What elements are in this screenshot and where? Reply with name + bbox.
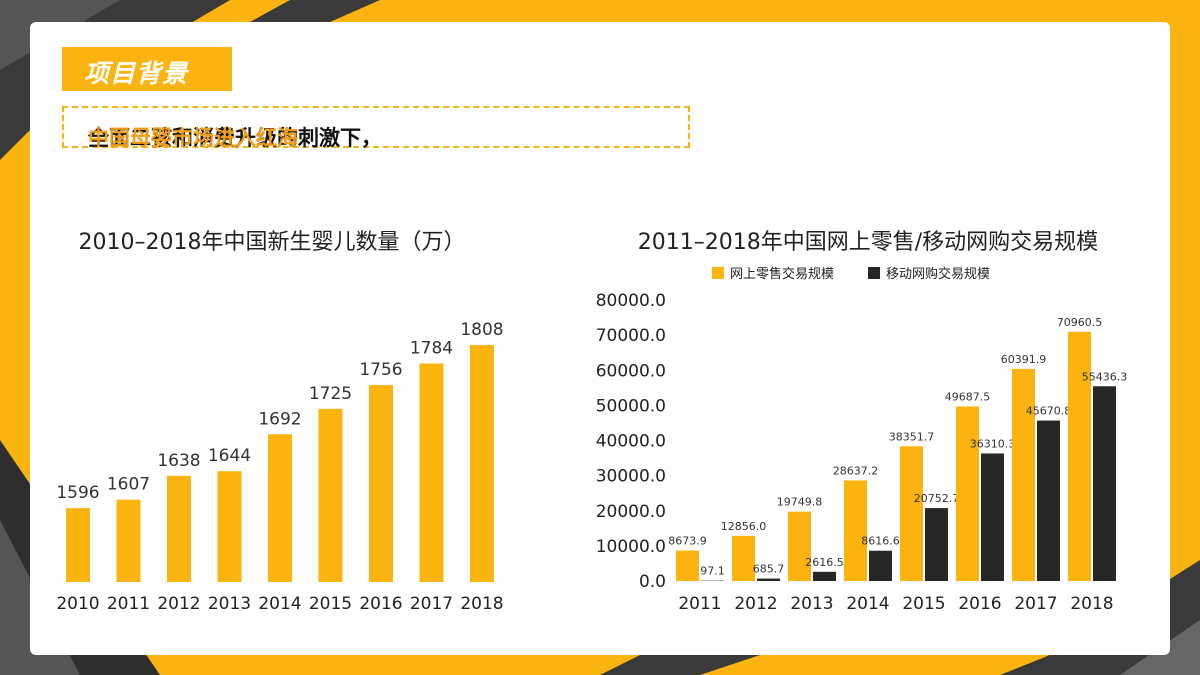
ecom-ytick-5: 50000.0	[596, 396, 666, 416]
ecom-bar-0-2013	[788, 511, 811, 581]
ecom-xtick-2014: 2014	[846, 594, 889, 614]
ecom-xtick-2015: 2015	[902, 594, 945, 614]
births-xtick-2017: 2017	[410, 594, 453, 614]
ecom-ytick-0: 0.0	[639, 572, 666, 592]
ecom-ytick-3: 30000.0	[596, 467, 666, 487]
ecom-ytick-2: 20000.0	[596, 502, 666, 522]
legend-label-1: 移动网购交易规模	[886, 266, 990, 282]
ecom-bar-1-2017	[1037, 420, 1060, 581]
ecom-bar-1-2016	[981, 453, 1004, 581]
births-bar-2015	[318, 408, 343, 582]
ecommerce-chart: 2011–2018年中国网上零售/移动网购交易规模 0.0 10000.0 2000…	[596, 230, 1128, 614]
births-value-2018: 1808	[460, 320, 503, 340]
section-tag-label: 项目背景	[84, 59, 189, 88]
ecommerce-chart-title: 2011–2018年中国网上零售/移动网购交易规模	[638, 230, 1098, 255]
ecom-ytick-1: 10000.0	[596, 537, 666, 557]
births-xtick-2015: 2015	[309, 594, 352, 614]
births-xtick-2010: 2010	[56, 594, 99, 614]
ecom-bar-1-2014	[869, 550, 892, 581]
ecom-label-1-2018: 55436.3	[1082, 370, 1128, 383]
births-xtick-2014: 2014	[258, 594, 301, 614]
ecom-label-0-2011: 8673.9	[668, 535, 707, 548]
births-value-2010: 1596	[56, 483, 99, 503]
births-bar-2010	[66, 508, 90, 582]
births-bar-2014	[268, 434, 292, 582]
ecom-ytick-7: 70000.0	[596, 326, 666, 346]
legend-swatch-0	[712, 267, 724, 279]
legend-swatch-1	[868, 267, 880, 279]
ecom-bar-1-2018	[1093, 386, 1116, 581]
births-value-2015: 1725	[309, 384, 352, 404]
births-xtick-2016: 2016	[359, 594, 402, 614]
ecom-label-1-2016: 36310.3	[970, 437, 1016, 450]
ecom-bar-1-2013	[813, 571, 836, 581]
ecom-label-0-2014: 28637.2	[833, 464, 879, 477]
ecom-label-0-2015: 38351.7	[889, 430, 935, 443]
births-value-2013: 1644	[208, 446, 251, 466]
ecom-bar-0-2018	[1068, 331, 1091, 581]
births-value-2014: 1692	[258, 409, 301, 429]
ecom-ytick-4: 40000.0	[596, 432, 666, 452]
ecom-xtick-2012: 2012	[734, 594, 777, 614]
headline-main: 全面二孩和消费升级的刺激下，	[88, 126, 382, 150]
ecom-ytick-6: 60000.0	[596, 361, 666, 381]
ecom-bar-0-2015	[900, 446, 923, 581]
births-xtick-2012: 2012	[157, 594, 200, 614]
ecom-xtick-2016: 2016	[958, 594, 1001, 614]
ecom-label-0-2012: 12856.0	[721, 520, 767, 533]
ecom-label-0-2016: 49687.5	[945, 390, 991, 403]
ecom-xtick-2017: 2017	[1014, 594, 1057, 614]
ecom-label-1-2015: 20752.7	[914, 492, 960, 505]
ecom-label-1-2012: 685.7	[753, 563, 785, 576]
births-bar-2018	[470, 345, 494, 582]
ecom-ytick-8: 80000.0	[596, 291, 666, 311]
ecom-label-1-2014: 8616.6	[861, 535, 900, 548]
births-bar-2013	[217, 471, 242, 582]
births-bar-2011	[116, 499, 141, 582]
headline-box: 全面二孩和消费升级的刺激下， 中国母婴市场进入红海	[62, 106, 690, 150]
ecom-bar-1-2012	[757, 578, 780, 581]
births-bar-2017	[419, 363, 444, 582]
births-value-2011: 1607	[107, 475, 150, 495]
ecom-bar-0-2016	[956, 406, 979, 581]
ecom-label-0-2017: 60391.9	[1001, 353, 1047, 366]
ecom-bar-0-2011	[676, 550, 699, 581]
births-value-2016: 1756	[359, 360, 402, 380]
births-chart-title: 2010–2018年中国新生婴儿数量（万）	[79, 230, 466, 255]
ecom-bar-0-2017	[1012, 368, 1035, 581]
births-bar-2012	[167, 475, 191, 582]
births-xtick-2013: 2013	[208, 594, 251, 614]
births-chart: 2010–2018年中国新生婴儿数量（万） 1596 2010 1607 2011 16…	[56, 230, 503, 614]
ecom-bar-0-2012	[732, 535, 755, 581]
births-value-2012: 1638	[157, 451, 200, 471]
ecom-label-1-2011: 97.1	[700, 565, 725, 578]
headline-highlight: 中国母婴市场进入红海	[88, 126, 298, 150]
ecom-xtick-2013: 2013	[790, 594, 833, 614]
ecom-xtick-2011: 2011	[678, 594, 721, 614]
ecom-label-0-2013: 19749.8	[777, 496, 823, 509]
ecom-bar-1-2015	[925, 508, 948, 581]
ecom-xtick-2018: 2018	[1070, 594, 1113, 614]
births-value-2017: 1784	[410, 338, 453, 358]
births-xtick-2011: 2011	[107, 594, 150, 614]
ecom-label-1-2017: 45670.8	[1026, 405, 1072, 418]
births-xtick-2018: 2018	[460, 594, 503, 614]
births-bar-2016	[369, 385, 393, 582]
section-tag: 项目背景	[62, 47, 232, 91]
ecom-label-1-2013: 2616.5	[805, 556, 844, 569]
ecom-bar-0-2014	[844, 480, 867, 581]
legend-label-0: 网上零售交易规模	[730, 266, 834, 282]
ecom-label-0-2018: 70960.5	[1057, 316, 1103, 329]
